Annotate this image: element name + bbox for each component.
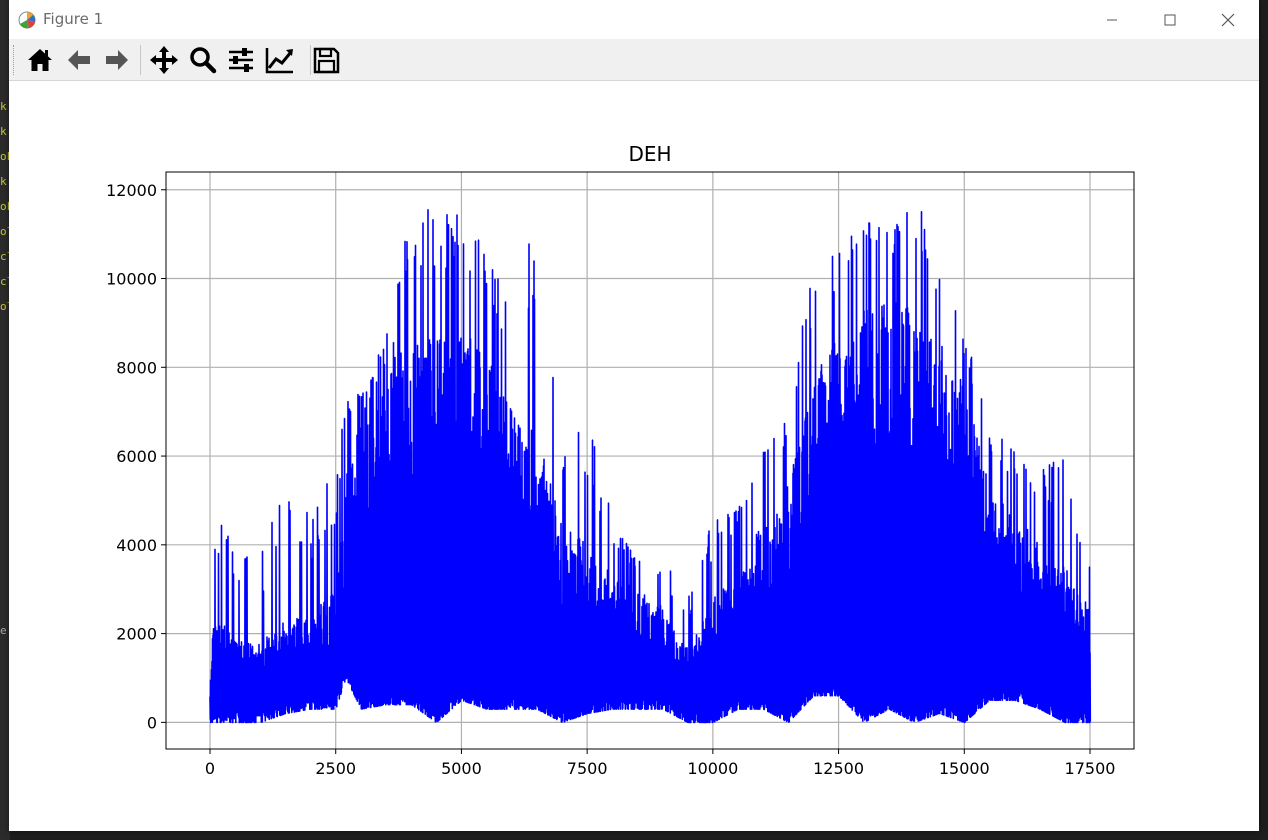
background-gutter-line: ol <box>0 225 10 238</box>
toolbar-separator <box>310 45 311 75</box>
y-tick-label: 6000 <box>116 447 157 466</box>
magnifier-icon <box>190 47 217 74</box>
x-tick-label: 0 <box>205 759 215 778</box>
figure-window: Figure 1 <box>9 0 1259 831</box>
minimize-icon <box>1107 19 1117 20</box>
background-gutter-line: cl <box>0 275 10 288</box>
close-icon <box>1221 13 1235 26</box>
background-gutter-line: ok <box>0 200 10 213</box>
series-line <box>209 209 1092 724</box>
series-deh <box>209 209 1092 724</box>
navigation-toolbar <box>9 39 1259 81</box>
line-chart[interactable]: 0 2500 5000 7500 10000 12500 15000 17500 0 2000 4… <box>9 81 1259 831</box>
line-chart-icon <box>265 48 293 74</box>
x-axis-ticks: 0 2500 5000 7500 10000 12500 15000 17500 <box>205 749 1116 778</box>
title-bar: Figure 1 <box>9 0 1259 39</box>
y-tick-label: 4000 <box>116 536 157 555</box>
chart-title: DEH <box>628 142 671 166</box>
y-axis-ticks: 0 2000 4000 6000 8000 10000 12000 <box>106 181 166 732</box>
background-gutter-line: e <box>0 624 7 637</box>
background-gutter-line: k <box>0 100 7 113</box>
save-button[interactable] <box>309 43 343 77</box>
move-icon <box>150 46 178 74</box>
y-tick-label: 10000 <box>106 270 157 289</box>
home-icon <box>28 49 52 71</box>
back-button[interactable] <box>62 43 96 77</box>
edit-axis-button[interactable] <box>263 43 297 77</box>
background-gutter-line: cl <box>0 250 10 263</box>
arrow-left-icon <box>68 50 90 70</box>
axes-frame <box>165 171 1135 750</box>
x-tick-label: 17500 <box>1065 759 1116 778</box>
figure-canvas[interactable]: 0 2500 5000 7500 10000 12500 15000 17500 0 2000 4… <box>9 81 1259 831</box>
y-tick-label: 0 <box>147 713 157 732</box>
x-tick-label: 10000 <box>687 759 738 778</box>
toolbar-grip <box>13 45 16 75</box>
home-button[interactable] <box>23 43 57 77</box>
minimize-button[interactable] <box>1083 0 1141 39</box>
x-tick-label: 7500 <box>567 759 608 778</box>
arrow-right-icon <box>106 50 128 70</box>
close-button[interactable] <box>1199 0 1257 39</box>
floppy-icon <box>313 47 340 74</box>
x-tick-label: 12500 <box>813 759 864 778</box>
background-gutter-line: k <box>0 175 7 188</box>
background-gutter-line: k <box>0 125 7 138</box>
sliders-icon <box>229 48 253 72</box>
window-title: Figure 1 <box>43 10 104 28</box>
maximize-button[interactable] <box>1141 0 1199 39</box>
y-tick-label: 12000 <box>106 181 157 200</box>
background-gutter-line: ok <box>0 150 10 163</box>
configure-subplots-button[interactable] <box>224 43 258 77</box>
background-editor-gutter <box>0 0 10 840</box>
x-tick-label: 5000 <box>441 759 482 778</box>
x-tick-label: 15000 <box>939 759 990 778</box>
y-tick-label: 8000 <box>116 358 157 377</box>
pan-button[interactable] <box>147 43 181 77</box>
forward-button[interactable] <box>100 43 134 77</box>
maximize-icon <box>1164 14 1176 25</box>
matplotlib-app-icon <box>18 11 36 29</box>
background-gutter-line: ol <box>0 300 10 313</box>
zoom-button[interactable] <box>186 43 220 77</box>
toolbar-separator <box>140 45 141 75</box>
y-tick-label: 2000 <box>116 625 157 644</box>
x-tick-label: 2500 <box>315 759 356 778</box>
